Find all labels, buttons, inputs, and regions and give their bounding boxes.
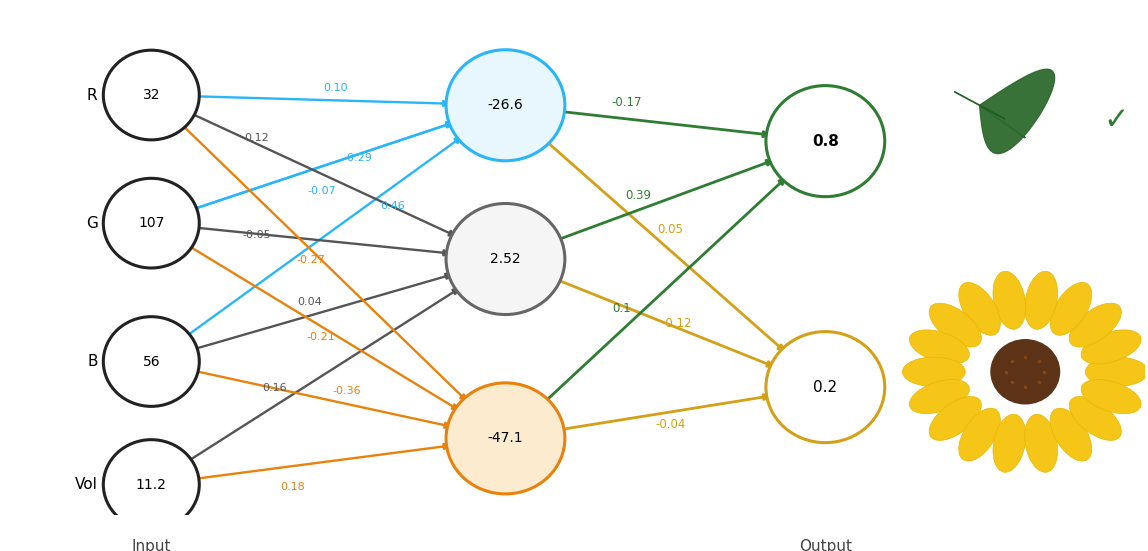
Text: 0.8: 0.8 (812, 134, 839, 149)
Text: 0.2: 0.2 (813, 380, 837, 395)
Text: B: B (87, 354, 98, 369)
Ellipse shape (1050, 283, 1092, 336)
Ellipse shape (929, 303, 982, 347)
Text: -0.36: -0.36 (333, 386, 362, 396)
Text: -47.1: -47.1 (488, 431, 523, 445)
Circle shape (447, 203, 565, 315)
Text: 2.52: 2.52 (490, 252, 521, 266)
Text: 107: 107 (138, 216, 164, 230)
Text: 0.12: 0.12 (245, 133, 269, 143)
Ellipse shape (929, 397, 982, 440)
Text: 0.05: 0.05 (658, 223, 683, 236)
Ellipse shape (1081, 380, 1141, 414)
Text: ✓: ✓ (1104, 106, 1130, 135)
Text: -26.6: -26.6 (488, 98, 523, 112)
Text: -0.05: -0.05 (242, 230, 271, 240)
Polygon shape (979, 69, 1055, 154)
Ellipse shape (909, 380, 969, 414)
Ellipse shape (909, 330, 969, 364)
Text: Vol: Vol (75, 477, 98, 492)
Ellipse shape (1069, 303, 1122, 347)
Circle shape (447, 383, 565, 494)
Text: -0.21: -0.21 (307, 332, 335, 342)
Text: 0.04: 0.04 (297, 296, 323, 307)
Ellipse shape (993, 414, 1026, 472)
Circle shape (103, 50, 200, 140)
Text: 0.46: 0.46 (380, 201, 405, 210)
Text: G: G (86, 215, 98, 231)
Text: 0.39: 0.39 (625, 189, 651, 202)
Text: -0.29: -0.29 (343, 153, 372, 163)
Text: -0.04: -0.04 (656, 418, 685, 431)
Ellipse shape (1025, 271, 1057, 329)
Circle shape (766, 332, 885, 442)
Ellipse shape (993, 271, 1026, 329)
Text: 0.18: 0.18 (280, 483, 305, 493)
Text: 56: 56 (142, 354, 160, 369)
Ellipse shape (959, 283, 1000, 336)
Text: R: R (87, 88, 98, 102)
Text: 0.1: 0.1 (613, 302, 631, 315)
Ellipse shape (1069, 397, 1122, 440)
Circle shape (447, 50, 565, 161)
Circle shape (103, 179, 200, 268)
Text: 32: 32 (142, 88, 160, 102)
Text: 0.16: 0.16 (262, 383, 287, 393)
Text: 0.10: 0.10 (323, 83, 348, 93)
Text: Output: Output (799, 538, 852, 551)
Text: 11.2: 11.2 (135, 478, 166, 491)
Ellipse shape (1085, 357, 1148, 386)
Text: -0.07: -0.07 (308, 186, 336, 197)
Circle shape (991, 340, 1060, 404)
Ellipse shape (1050, 408, 1092, 461)
Text: -0.12: -0.12 (661, 317, 692, 329)
Circle shape (766, 85, 885, 197)
Text: -0.17: -0.17 (612, 96, 642, 110)
Ellipse shape (959, 408, 1000, 461)
Ellipse shape (902, 357, 965, 386)
Ellipse shape (1025, 414, 1057, 472)
Circle shape (103, 317, 200, 406)
Ellipse shape (1081, 330, 1141, 364)
Circle shape (103, 440, 200, 530)
Text: Input: Input (132, 538, 171, 551)
Text: -0.27: -0.27 (296, 255, 325, 265)
